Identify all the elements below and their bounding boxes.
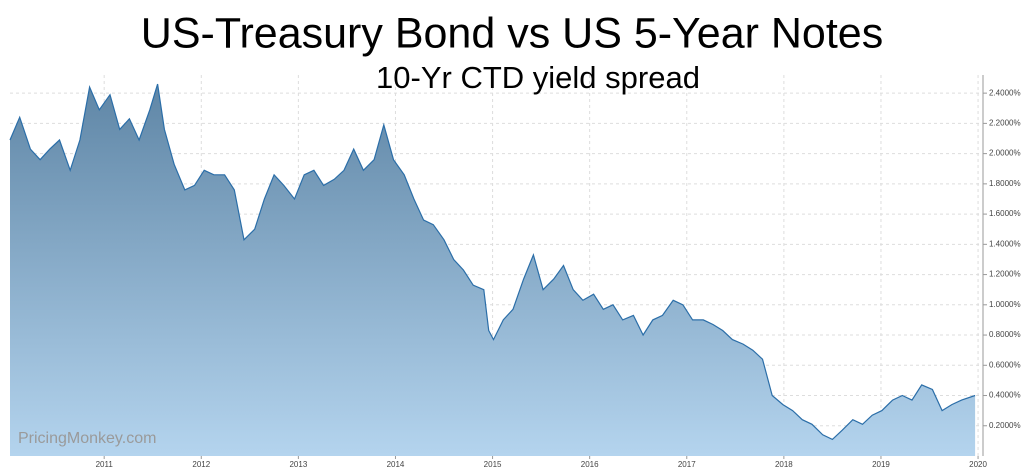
x-tick-label: 2019 — [872, 460, 890, 469]
y-tick-label: 0.2000% — [989, 421, 1021, 430]
chart-title: US-Treasury Bond vs US 5-Year Notes — [141, 9, 883, 57]
y-tick-label: 1.4000% — [989, 239, 1021, 248]
line — [9, 83, 976, 441]
y-tick-label: 0.4000% — [989, 391, 1021, 400]
area — [10, 84, 976, 456]
y-tick-label: 1.8000% — [989, 179, 1021, 188]
x-tick-label: 2012 — [192, 460, 210, 469]
y-tick-label: 2.2000% — [989, 118, 1021, 127]
x-tick-label: 2014 — [387, 460, 405, 469]
x-tick-label: 2013 — [289, 460, 307, 469]
x-tick-label: 2018 — [775, 460, 793, 469]
y-tick-label: 2.0000% — [989, 149, 1021, 158]
chart-subtitle: 10-Yr CTD yield spread — [376, 60, 700, 95]
x-tick-label: 2017 — [678, 460, 696, 469]
y-tick-label: 2.4000% — [989, 88, 1021, 97]
y-tick-label: 0.6000% — [989, 360, 1021, 369]
y-tick-label: 1.0000% — [989, 300, 1021, 309]
watermark: PricingMonkey.com — [18, 430, 156, 447]
y-tick-label: 1.2000% — [989, 270, 1021, 279]
x-tick-label: 2020 — [969, 460, 987, 469]
y-tick-label: 1.6000% — [989, 209, 1021, 218]
x-tick-label: 2015 — [484, 460, 502, 469]
x-tick-label: 2016 — [581, 460, 599, 469]
y-tick-label: 0.8000% — [989, 330, 1021, 339]
x-tick-label: 2011 — [96, 460, 114, 469]
